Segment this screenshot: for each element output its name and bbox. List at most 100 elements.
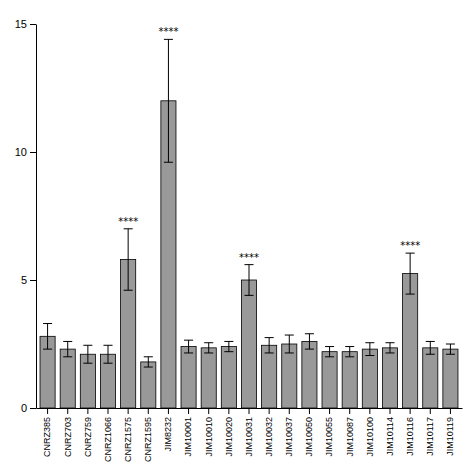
bar [141, 362, 156, 408]
y-tick: 5 [21, 274, 36, 286]
error-bar-line [369, 343, 370, 356]
y-tick-label: 0 [21, 402, 27, 414]
y-tick-label: 5 [21, 274, 27, 286]
error-bar-cap [365, 342, 374, 343]
x-tick: JIM10100 [365, 408, 375, 457]
error-bar-cap [83, 345, 92, 346]
x-tick-label: CNRZ1066 [103, 417, 113, 462]
error-bar-cap [43, 323, 52, 324]
error-bar-line [309, 334, 310, 349]
x-tick-label: JIM8232 [163, 417, 173, 452]
error-bar [103, 345, 112, 363]
x-tick-mark [389, 408, 390, 414]
error-bar-cap [265, 337, 274, 338]
error-bar [164, 39, 173, 162]
x-tick-label: JIM10031 [244, 417, 254, 457]
y-tick-mark [30, 24, 36, 25]
x-tick: JIM10114 [385, 408, 395, 456]
x-tick: JIM10001 [183, 408, 193, 457]
error-bar-line [389, 343, 390, 353]
error-bar-cap [385, 352, 394, 353]
error-bar [426, 341, 435, 354]
y-tick-mark [30, 280, 36, 281]
error-bar [83, 345, 92, 363]
error-bar-cap [305, 349, 314, 350]
error-bar-line [450, 344, 451, 354]
bar [403, 274, 418, 408]
x-tick-mark [148, 408, 149, 414]
chart: CNRZ385CNRZ703CNRZ759CNRZ1066CNRZ1575CNR… [0, 0, 474, 474]
x-tick-label: JIM10116 [405, 417, 415, 456]
error-bar [285, 335, 294, 353]
error-bar-cap [124, 228, 133, 229]
x-tick: CNRZ759 [83, 408, 93, 457]
error-bar-cap [426, 341, 435, 342]
y-tick-label: 10 [15, 146, 27, 158]
x-tick-label: CNRZ1575 [123, 417, 133, 462]
x-tick-mark [410, 408, 411, 414]
bar [302, 341, 317, 408]
x-tick-mark [450, 408, 451, 414]
error-bar-line [410, 253, 411, 294]
error-bar-line [208, 343, 209, 353]
x-tick: JIM10119 [445, 408, 455, 456]
bar [221, 347, 236, 408]
error-bar-cap [406, 253, 415, 254]
x-tick-label: CNRZ1595 [143, 417, 153, 462]
error-bar-cap [144, 367, 153, 368]
x-tick-mark [349, 408, 350, 414]
x-tick-label: JIM10001 [183, 417, 193, 457]
error-bar-cap [325, 356, 334, 357]
x-tick-label: JIM10010 [204, 417, 214, 457]
error-bar [144, 357, 153, 367]
y-axis: 0 5 10 15 [15, 18, 37, 414]
bar [262, 345, 277, 408]
bar [282, 344, 297, 408]
x-tick-label: JIM10020 [224, 417, 234, 457]
error-bar-cap [43, 349, 52, 350]
x-tick: JIM10117 [425, 408, 435, 456]
significance-label: **** [158, 26, 178, 37]
error-bar-cap [184, 340, 193, 341]
error-bar-line [249, 265, 250, 296]
x-tick-label: JIM10087 [345, 417, 355, 457]
x-tick-mark [430, 408, 431, 414]
bar [423, 348, 438, 408]
y-tick-label: 15 [15, 18, 27, 30]
error-bar [204, 343, 213, 353]
error-bar [265, 338, 274, 353]
error-bar-cap [63, 356, 72, 357]
error-bar [63, 341, 72, 356]
bar [362, 349, 377, 408]
error-bar-cap [345, 346, 354, 347]
x-tick-label: CNRZ759 [83, 417, 93, 457]
x-tick-mark [168, 408, 169, 414]
error-bar-line [148, 357, 149, 367]
error-bar-cap [265, 352, 274, 353]
error-bar [406, 253, 415, 294]
x-tick: JIM10020 [224, 408, 234, 457]
x-tick-mark [309, 408, 310, 414]
plot: CNRZ385CNRZ703CNRZ759CNRZ1066CNRZ1575CNR… [15, 18, 463, 462]
y-tick: 15 [15, 18, 36, 30]
x-tick: CNRZ1066 [103, 408, 113, 462]
x-tick: JIM10031 [244, 408, 254, 457]
x-tick-label: JIM10037 [284, 417, 294, 457]
x-tick-label: JIM10050 [304, 417, 314, 457]
x-tick: JIM10116 [405, 408, 415, 456]
error-bar-line [228, 341, 229, 351]
error-bar-cap [124, 290, 133, 291]
error-bar-cap [285, 335, 294, 336]
x-tick: JIM10055 [324, 408, 334, 457]
x-tick-mark [188, 408, 189, 414]
x-tick-mark [108, 408, 109, 414]
x-tick-mark [128, 408, 129, 414]
error-bar-line [188, 340, 189, 353]
x-tick: JIM10037 [284, 408, 294, 457]
bar [342, 352, 357, 408]
error-bar [244, 265, 253, 296]
error-bar-cap [285, 352, 294, 353]
x-tick-label: CNRZ703 [63, 417, 73, 457]
error-bar-line [128, 229, 129, 290]
error-bar-cap [103, 345, 112, 346]
